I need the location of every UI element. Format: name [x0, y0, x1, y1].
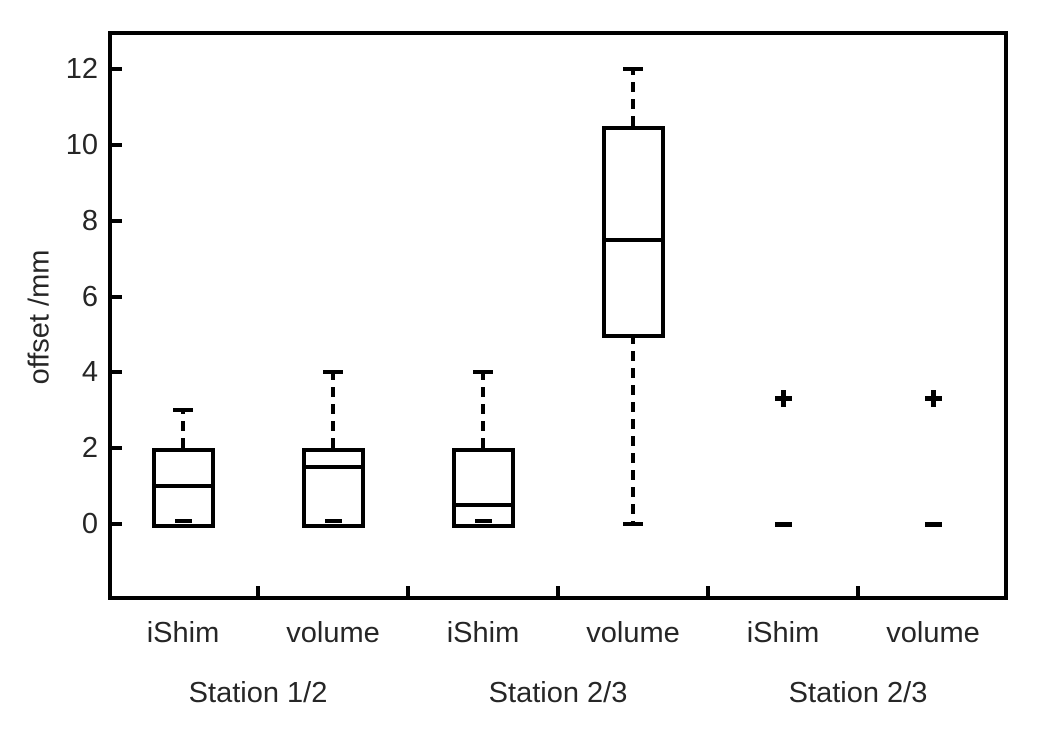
whisker-cap — [323, 370, 343, 375]
whisker — [181, 412, 185, 449]
plus-marker — [924, 390, 942, 408]
group-label: Station 2/3 — [788, 677, 928, 709]
median-dash-marker — [774, 521, 792, 527]
category-label: iShim — [446, 617, 520, 649]
whisker — [631, 70, 635, 126]
whisker — [331, 374, 335, 449]
y-tick — [112, 522, 122, 527]
box — [451, 448, 515, 529]
plus-marker — [774, 390, 792, 408]
whisker-cap — [623, 66, 643, 71]
plus-marker-vbar — [930, 390, 936, 408]
median-dash-marker — [924, 521, 942, 527]
box — [301, 448, 365, 529]
y-tick-label: 10 — [65, 128, 98, 161]
x-tick — [556, 586, 560, 596]
y-tick — [112, 142, 122, 147]
plus-marker-vbar — [780, 390, 786, 408]
category-label: volume — [286, 617, 380, 649]
whisker — [631, 334, 635, 523]
x-tick — [406, 586, 410, 596]
y-tick-label: 0 — [81, 508, 98, 541]
whisker-cap — [173, 408, 193, 413]
whisker-cap-zero — [174, 519, 192, 524]
x-tick — [256, 586, 260, 596]
x-tick — [856, 586, 860, 596]
group-label: Station 2/3 — [488, 677, 628, 709]
median-line — [601, 237, 665, 242]
y-tick-label: 2 — [81, 432, 98, 465]
y-tick — [112, 218, 122, 223]
group-label: Station 1/2 — [188, 677, 328, 709]
y-tick-label: 12 — [65, 52, 98, 85]
category-label: iShim — [146, 617, 220, 649]
median-line — [301, 465, 365, 470]
y-tick-label: 6 — [81, 280, 98, 313]
y-tick-label: 8 — [81, 204, 98, 237]
whisker — [481, 374, 485, 449]
whisker-cap-zero — [474, 519, 492, 524]
box — [601, 125, 665, 339]
y-tick — [112, 66, 122, 71]
y-tick-label: 4 — [81, 356, 98, 389]
median-line — [151, 484, 215, 489]
category-label: volume — [586, 617, 680, 649]
plot-frame — [108, 31, 1008, 600]
y-tick — [112, 446, 122, 451]
y-tick — [112, 294, 122, 299]
whisker-cap — [623, 522, 643, 527]
category-label: volume — [886, 617, 980, 649]
category-label: iShim — [746, 617, 820, 649]
whisker-cap-zero — [324, 519, 342, 524]
whisker-cap — [473, 370, 493, 375]
x-tick — [706, 586, 710, 596]
median-line — [451, 503, 515, 508]
y-tick — [112, 370, 122, 375]
box — [151, 448, 215, 529]
